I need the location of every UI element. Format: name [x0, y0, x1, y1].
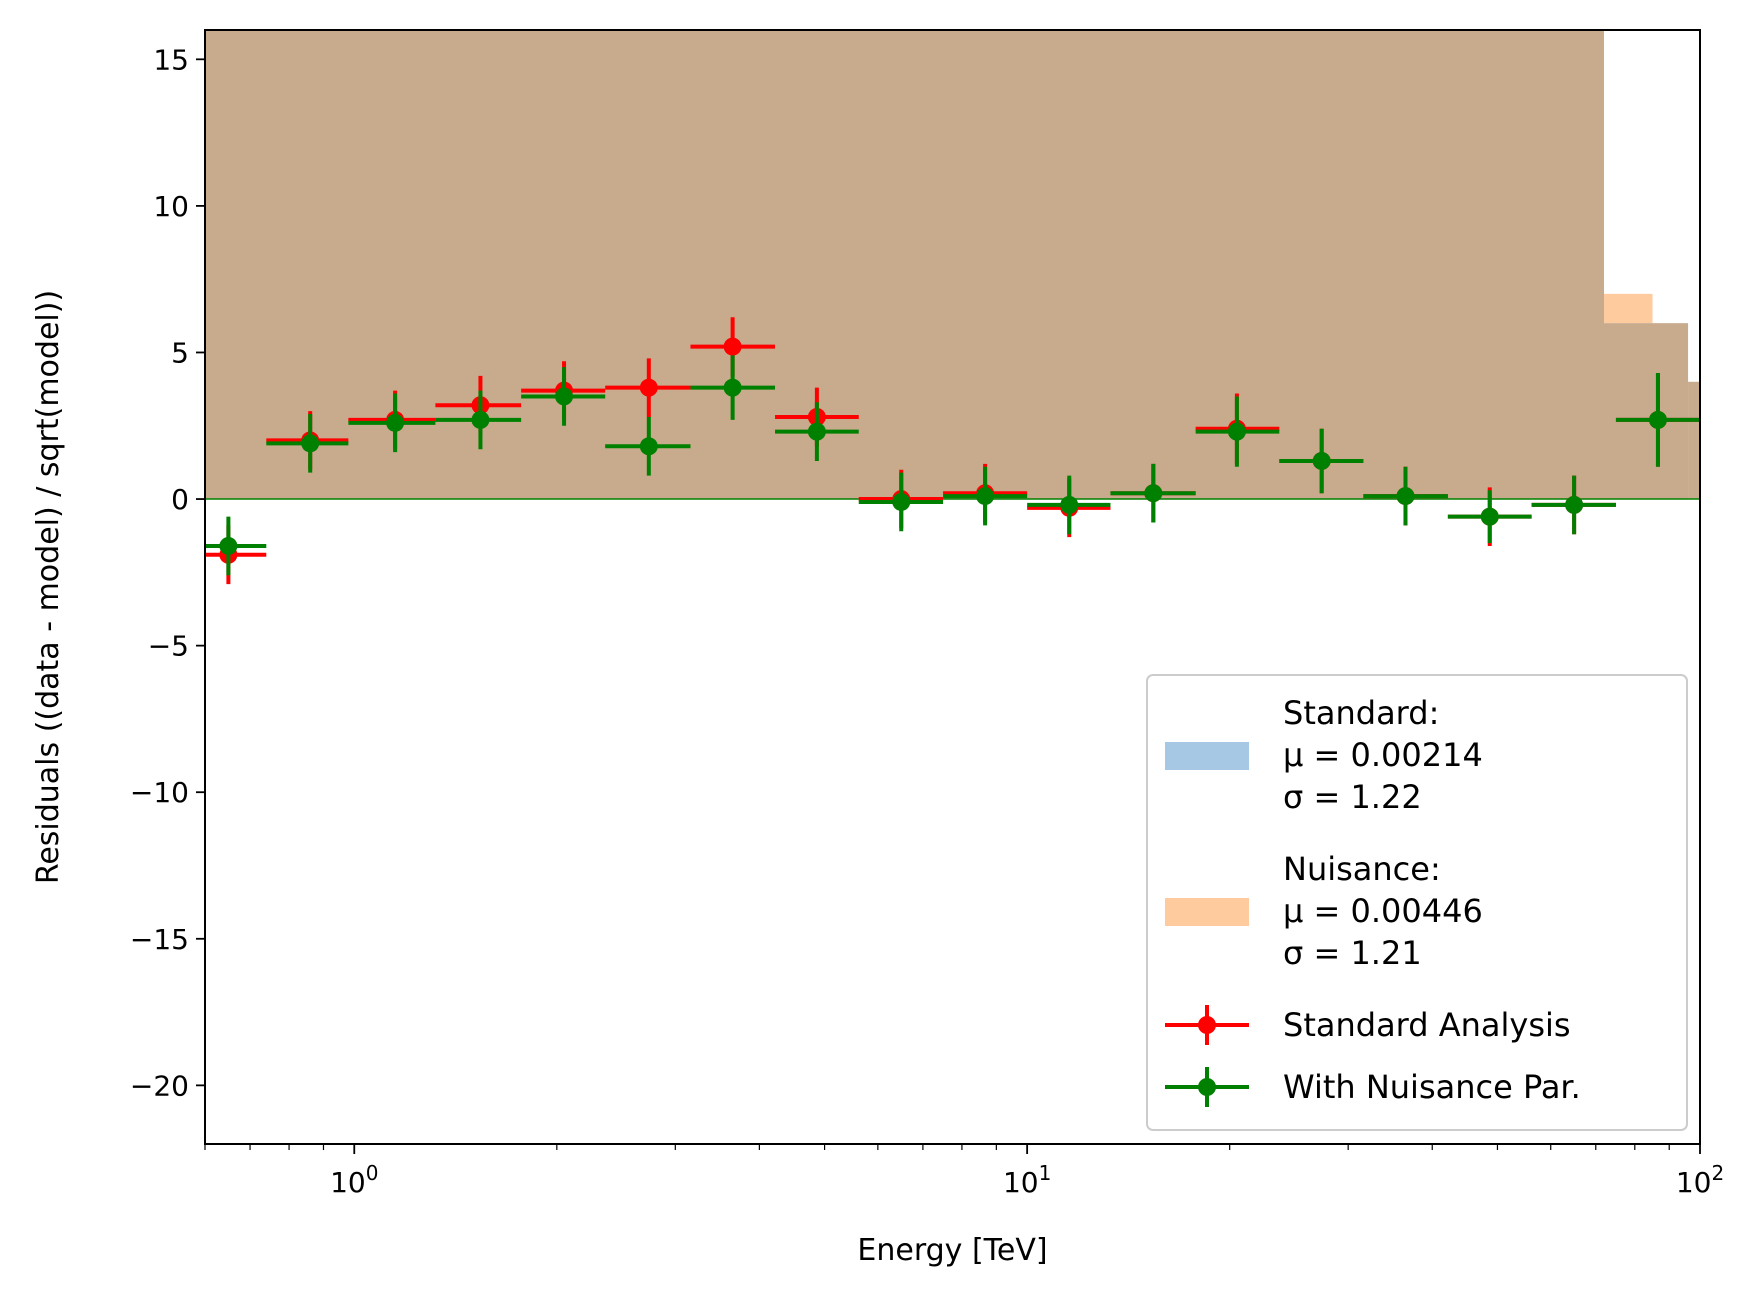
data-point — [807, 422, 826, 441]
legend-label: Standard Analysis — [1283, 1006, 1571, 1044]
histogram-bar-overlap — [205, 30, 1605, 500]
legend-box — [1146, 674, 1688, 1131]
x-tick-label: 100 — [330, 1161, 378, 1199]
y-tick-label: 0 — [171, 483, 189, 516]
data-point — [1648, 410, 1667, 429]
y-tick-label: 15 — [153, 43, 189, 76]
axis-ticks: 15 10 5 0 −5 −10 −15 −20 100 101 102 — [130, 43, 1724, 1199]
legend-label: Standard: — [1283, 694, 1439, 732]
y-tick-label: −15 — [130, 923, 189, 956]
series-1 — [205, 355, 1700, 576]
legend-swatch — [1165, 898, 1249, 926]
data-point — [1144, 484, 1163, 503]
legend-label: σ = 1.22 — [1283, 778, 1422, 816]
legend-label: With Nuisance Par. — [1283, 1068, 1581, 1106]
data-point — [1312, 451, 1331, 470]
data-point — [471, 410, 490, 429]
y-tick-label: −10 — [130, 776, 189, 809]
data-point — [301, 434, 320, 453]
data-point — [386, 413, 405, 432]
histogram-bar-overlap — [1688, 381, 1700, 500]
data-point — [639, 437, 658, 456]
y-tick-label: −5 — [148, 630, 189, 663]
legend-label: μ = 0.00446 — [1283, 892, 1483, 930]
legend-label: μ = 0.00214 — [1283, 736, 1483, 774]
data-point — [1396, 487, 1415, 506]
x-tick-label: 101 — [1003, 1161, 1051, 1199]
y-tick-label: 5 — [171, 336, 189, 369]
y-tick-label: 10 — [153, 190, 189, 223]
legend-entry-0: Standard: μ = 0.00214 σ = 1.22 — [1165, 694, 1483, 816]
data-point — [639, 378, 658, 397]
data-point — [976, 487, 995, 506]
legend-swatch-marker — [1198, 1016, 1216, 1034]
histogram-bar-overlap — [1604, 323, 1653, 500]
legend-entry-3: With Nuisance Par. — [1165, 1067, 1581, 1107]
y-axis-label: Residuals ((data - model) / sqrt(model)) — [31, 290, 66, 884]
legend-entry-1: Nuisance: μ = 0.00446 σ = 1.21 — [1165, 850, 1483, 972]
y-tick-label: −20 — [130, 1069, 189, 1102]
data-point — [1060, 495, 1079, 514]
axes-frame — [204, 29, 1701, 1145]
legend-entry-2: Standard Analysis — [1165, 1005, 1571, 1045]
data-point — [1480, 507, 1499, 526]
legend-swatch-marker — [1198, 1078, 1216, 1096]
legend-label: σ = 1.21 — [1283, 934, 1422, 972]
x-axis-label: Energy [TeV] — [857, 1233, 1047, 1268]
data-point — [723, 378, 742, 397]
legend: Standard: μ = 0.00214 σ = 1.22 Nuisance: μ =… — [1146, 674, 1688, 1131]
data-point — [1227, 422, 1246, 441]
data-point — [1565, 495, 1584, 514]
histogram-bar-nuisance — [1604, 293, 1653, 324]
x-tick-label: 102 — [1676, 1161, 1724, 1199]
data-point — [219, 536, 238, 555]
data-point — [723, 337, 742, 356]
legend-swatch — [1165, 742, 1249, 770]
data-point — [892, 492, 911, 511]
legend-label: Nuisance: — [1283, 850, 1441, 888]
data-point — [555, 387, 574, 406]
plot-area — [205, 30, 1700, 585]
